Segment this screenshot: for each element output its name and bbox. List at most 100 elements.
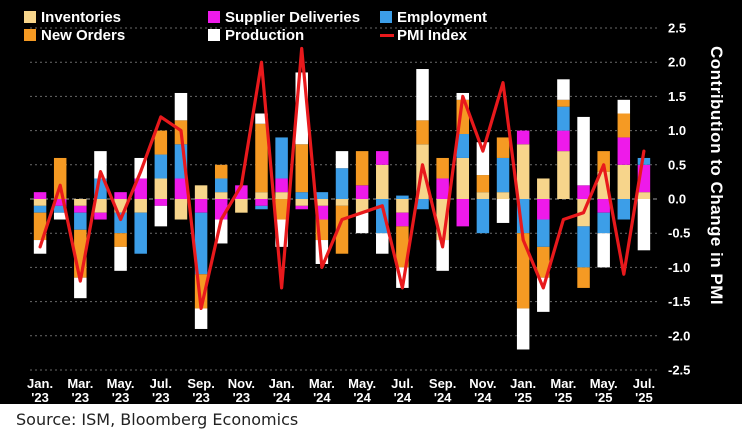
x-tick-year: '24 — [273, 390, 291, 405]
bar-segment-inventories — [476, 192, 490, 199]
x-tick-year: '24 — [394, 390, 412, 405]
bar-segment-production — [597, 233, 610, 268]
bar-segment-supplier-deliveries — [53, 199, 67, 206]
bar-segment-inventories — [456, 157, 470, 199]
y-tick-label: -0.5 — [668, 226, 690, 241]
bar-segment-production — [174, 92, 188, 121]
bar-segment-inventories — [557, 151, 570, 199]
bar-segment-new-orders — [597, 151, 610, 172]
bar-segment-new-orders — [416, 120, 429, 145]
x-tick-label: Jul. — [633, 376, 655, 391]
legend-label: Inventories — [41, 9, 121, 26]
legend-swatch — [24, 29, 36, 41]
y-tick-label: -2.5 — [668, 363, 690, 378]
bar-segment-production — [194, 308, 208, 329]
bar-segment-new-orders — [396, 226, 409, 268]
y-axis-title: Contribution to Change in PMI — [707, 46, 726, 305]
bar-segment-supplier-deliveries — [295, 205, 308, 210]
bar-segment-supplier-deliveries — [577, 185, 590, 199]
bar-segment-inventories — [194, 185, 208, 199]
bar-segment-supplier-deliveries — [516, 130, 530, 145]
bar-segment-production — [637, 199, 651, 251]
bar-segment-supplier-deliveries — [194, 199, 208, 213]
bar-segment-inventories — [396, 199, 409, 213]
bar-segment-supplier-deliveries — [355, 185, 369, 199]
x-tick-label: May. — [590, 376, 618, 391]
y-axis: 2.5 2.0 1.5 1.0 0.5 0.0 -0.5 -1.0 -1.5 -2.0 -2.5 — [668, 21, 690, 378]
bar-segment-production — [516, 308, 530, 350]
x-tick-label: May. — [107, 376, 135, 391]
bar-segment-employment — [315, 192, 329, 199]
bar-segment-supplier-deliveries — [255, 199, 268, 206]
bar-segment-new-orders — [476, 175, 490, 193]
bar-segment-inventories — [315, 199, 329, 206]
bar-segment-inventories — [617, 164, 631, 199]
bar-segment-production — [335, 151, 349, 169]
bar-segment-new-orders — [617, 113, 631, 138]
bar-segment-employment — [637, 157, 651, 165]
legend-swatch — [380, 11, 392, 23]
bar-segment-inventories — [74, 199, 87, 206]
bar-segment-inventories — [154, 178, 168, 199]
x-tick-year: '24 — [474, 390, 492, 405]
line-layer — [38, 46, 646, 310]
y-tick-label: 0.5 — [668, 157, 686, 172]
y-tick-label: -1.5 — [668, 294, 690, 309]
x-tick-label: Jan. — [269, 376, 295, 391]
bar-segment-employment — [456, 134, 470, 158]
bar-segment-inventories — [335, 199, 349, 206]
x-tick-label: Mar. — [309, 376, 335, 391]
bar-segment-production — [376, 233, 389, 254]
bar-segment-inventories — [496, 192, 510, 199]
x-tick-year: '23 — [152, 390, 170, 405]
legend: Inventories Supplier Deliveries Employment… — [24, 9, 487, 44]
bar-segment-employment — [33, 205, 47, 213]
legend-label: Employment — [397, 9, 487, 26]
bar-segment-employment — [194, 212, 208, 275]
bar-segment-supplier-deliveries — [134, 178, 147, 199]
bar-segment-production — [355, 212, 369, 234]
bar-segment-supplier-deliveries — [154, 199, 168, 206]
x-tick-year: '23 — [233, 390, 251, 405]
x-tick-year: '25 — [595, 390, 613, 405]
bar-segment-supplier-deliveries — [174, 178, 188, 199]
bar-segment-production — [496, 199, 510, 223]
bar-segment-employment — [255, 205, 268, 210]
x-tick-year: '25 — [555, 390, 573, 405]
bar-segment-supplier-deliveries — [94, 212, 107, 220]
bar-segment-supplier-deliveries — [537, 199, 550, 220]
bar-segment-employment — [74, 212, 87, 230]
bar-segment-inventories — [255, 192, 268, 199]
bar-segment-employment — [597, 212, 610, 234]
bar-segment-employment — [275, 137, 288, 179]
legend-label: Production — [225, 27, 304, 44]
y-tick-label: 0.0 — [668, 192, 686, 207]
bar-segment-inventories — [214, 192, 228, 199]
bar-segment-supplier-deliveries — [597, 199, 610, 213]
bar-segment-new-orders — [496, 137, 510, 158]
bar-segment-new-orders — [114, 233, 127, 247]
y-tick-label: 2.0 — [668, 55, 686, 70]
bar-segment-production — [476, 142, 490, 176]
bar-segment-new-orders — [436, 157, 449, 179]
y-tick-label: 1.0 — [668, 123, 686, 138]
source-note: Source: ISM, Bloomberg Economics — [16, 410, 299, 429]
x-tick-label: Jan. — [27, 376, 53, 391]
x-tick-label: Sep. — [429, 376, 456, 391]
bar-segment-inventories — [174, 199, 188, 220]
pmi-index-line — [38, 46, 646, 310]
bar-segment-production — [537, 277, 550, 312]
bar-segment-inventories — [537, 178, 550, 199]
bar-segment-inventories — [295, 199, 308, 206]
bar-segment-employment — [617, 199, 631, 220]
bar-segment-inventories — [134, 199, 147, 213]
bar-segment-supplier-deliveries — [74, 205, 87, 213]
bar-segment-production — [154, 205, 168, 227]
bar-segment-supplier-deliveries — [376, 151, 389, 165]
chart-background — [0, 0, 742, 404]
bar-segment-supplier-deliveries — [396, 212, 409, 227]
bar-segment-employment — [154, 154, 168, 179]
y-tick-label: -1.0 — [668, 260, 690, 275]
x-tick-label: Mar. — [550, 376, 576, 391]
